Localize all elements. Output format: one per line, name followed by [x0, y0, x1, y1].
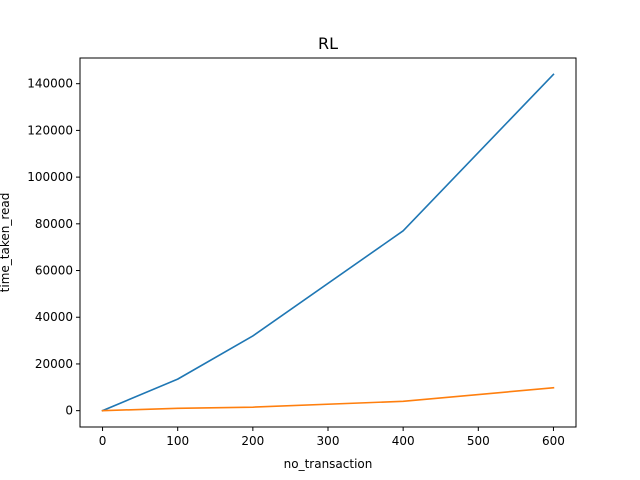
- x-tick-label: 0: [99, 434, 107, 448]
- x-tick-label: 100: [166, 434, 189, 448]
- series-layer: [101, 73, 555, 412]
- y-tick-label: 0: [65, 404, 73, 418]
- y-axis-label: time_taken_read: [0, 193, 12, 293]
- x-axis-ticks: 0 100 200 300 400 500 600: [99, 427, 565, 448]
- y-tick-label: 20000: [35, 357, 73, 371]
- x-tick-label: 500: [467, 434, 490, 448]
- chart-title: RL: [318, 34, 338, 53]
- y-axis-ticks: 0 20000 40000 60000 80000 100000 120000 140000: [27, 77, 80, 418]
- y-tick-label: 40000: [35, 310, 73, 324]
- x-tick-label: 200: [241, 434, 264, 448]
- y-tick-label: 100000: [27, 170, 73, 184]
- x-tick-label: 300: [317, 434, 340, 448]
- x-axis-label: no_transaction: [284, 457, 373, 471]
- y-tick-label: 140000: [27, 77, 73, 91]
- plot-area-frame: [79, 57, 577, 428]
- y-tick-label: 120000: [27, 123, 73, 137]
- series-line-1: [101, 73, 555, 412]
- y-tick-label: 80000: [35, 217, 73, 231]
- y-tick-label: 60000: [35, 264, 73, 278]
- x-tick-label: 600: [542, 434, 565, 448]
- x-tick-label: 400: [392, 434, 415, 448]
- series-line-2: [101, 386, 555, 412]
